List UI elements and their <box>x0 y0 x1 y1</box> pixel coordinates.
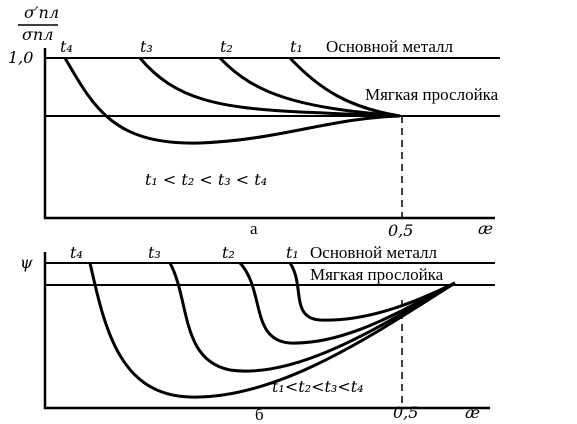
x-tick: 0,5 <box>388 221 413 240</box>
relation: t₁ < t₂ < t₃ < t₄ <box>145 170 267 189</box>
curve-label: t₂ <box>222 243 235 262</box>
curve-label: t₃ <box>148 243 161 262</box>
curve-label: t₁ <box>286 243 299 262</box>
line-label: Основной металл <box>326 37 454 56</box>
curve <box>238 261 456 345</box>
caption: б <box>255 405 264 424</box>
x-tick: 0,5 <box>393 403 418 422</box>
y-label-bottom: σпл <box>22 25 53 44</box>
curve <box>168 262 456 373</box>
y-label-top: σ′пл <box>24 3 59 22</box>
y-label: ψ <box>20 253 33 272</box>
curve <box>218 56 401 118</box>
curve-label: t₁ <box>290 37 303 56</box>
curve-label: t₂ <box>220 37 233 56</box>
curve-label: t₃ <box>140 37 153 56</box>
curve <box>63 57 401 145</box>
y-tick: 1,0 <box>8 48 33 67</box>
panel-a: σ′пл σпл 1,0 t₄ t₃ t₂ t₁ Основной металл… <box>8 3 500 240</box>
curve <box>288 56 401 118</box>
caption: а <box>250 219 258 238</box>
curve-label: t₄ <box>70 243 83 262</box>
x-label: æ <box>465 403 480 422</box>
line-label: Мягкая прослойка <box>310 265 444 284</box>
axes <box>43 48 495 220</box>
axes <box>43 252 490 410</box>
relation: t₁<t₂<t₃<t₄ <box>272 377 364 396</box>
curve <box>138 57 401 118</box>
curve-label: t₄ <box>60 37 73 56</box>
curve <box>288 262 456 322</box>
line-label: Мягкая прослойка <box>365 85 499 104</box>
curve <box>88 262 456 399</box>
panel-b: ψ t₄ t₃ t₂ t₁ Основной металл Мягкая про… <box>20 243 495 424</box>
x-label: æ <box>478 219 493 238</box>
line-label: Основной металл <box>310 243 438 262</box>
